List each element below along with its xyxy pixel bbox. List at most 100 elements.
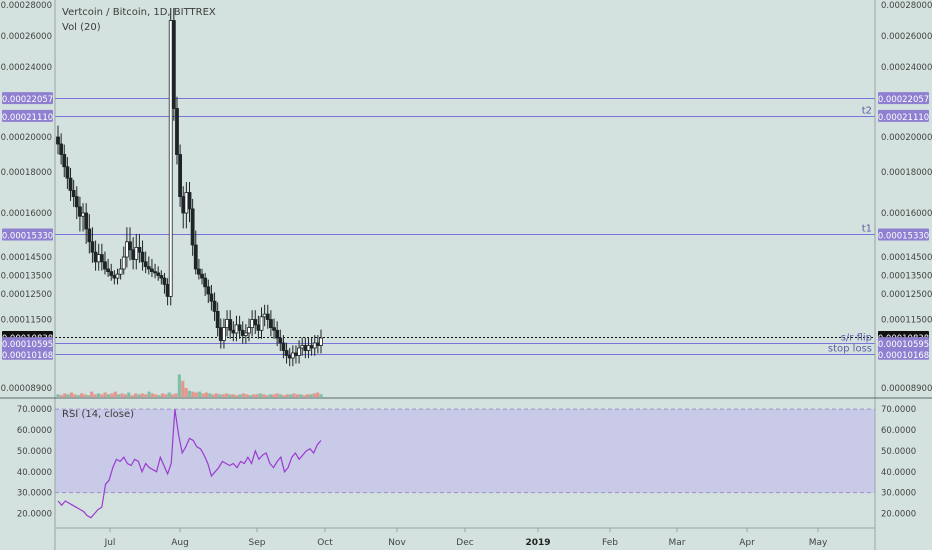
candle-body [84,212,89,230]
price-tag-right-text: 0.00021110 [878,113,929,123]
candle-body [96,254,101,263]
volume-bar [238,394,242,397]
candle-body [131,249,136,260]
candle-body [184,192,189,214]
volume-bar [262,394,266,397]
candle-body [300,345,305,349]
price-tag-left-text: 0.00021110 [2,113,53,123]
volume-bar [235,395,239,397]
candle-body [247,327,251,334]
rsi-tick-right: 40.0000 [881,468,916,478]
volume-bar [154,394,158,397]
price-tag-left [2,347,53,360]
volume-bar [265,395,269,397]
candle-body [106,268,110,272]
y-tick-left: 0.00020000 [1,133,52,143]
candle-body [193,244,198,270]
candle-body [124,241,129,258]
candle-body [62,154,67,168]
candle-body [190,208,195,246]
y-tick-left: 0.00011500 [1,316,52,326]
candle-body [71,190,76,197]
y-tick-left: 0.00012500 [1,290,52,300]
volume-bar [174,393,178,397]
volume-bar [295,394,299,397]
candle-body [175,108,179,155]
x-tick-label: Dec [456,538,473,548]
price-tag-right-text: 0.00010595 [878,340,929,350]
volume-bar [231,394,235,397]
rsi-tick-left: 20.0000 [17,510,52,520]
volume-bar [130,395,134,397]
x-tick-label: Mar [669,538,686,548]
candle-body [65,166,70,179]
volume-bar [299,394,303,397]
y-tick-right: 0.00016000 [881,209,932,219]
volume-bar [278,394,283,397]
y-tick-right: 0.00026000 [881,32,932,42]
volume-bar [245,394,249,397]
volume-bar [305,394,310,397]
volume-bar [198,391,202,397]
x-tick-label: Jul [104,538,116,548]
y-tick-right: 0.00008900 [881,384,932,394]
volume-bar [93,394,97,397]
volume-bar [110,393,114,397]
volume-bar [177,374,181,397]
candle-body [59,143,64,155]
candle-body [222,327,226,341]
volume-bar [201,393,205,397]
y-tick-right: 0.00024000 [881,63,932,73]
volume-bar [83,394,87,397]
volume-bar [76,395,80,397]
y-tick-right: 0.00020000 [881,133,932,143]
volume-bar [140,393,144,397]
price-tag-right [878,228,929,241]
volume-bar [309,394,313,397]
volume-bar [211,394,215,397]
candle-body [306,345,311,351]
volume-bar [221,394,225,397]
candle-body [187,192,192,210]
y-tick-left: 0.00016000 [1,209,52,219]
candle-body [278,337,283,344]
volume-bar [289,394,293,397]
candle-body [156,272,161,276]
price-tag-left-text: 0.00022057 [2,95,53,105]
volume-bar [120,393,124,397]
volume-bar [117,394,121,397]
candles [56,7,323,367]
candle-body [275,329,280,339]
volume-bar [285,394,289,397]
volume-bar [316,392,320,397]
rsi-tick-right: 70.0000 [881,405,916,415]
candle-body [134,246,139,260]
candle-body [143,261,148,267]
volume-bar [167,392,171,397]
candle-body [262,313,267,318]
candle-body [203,277,208,288]
y-tick-left: 0.00008900 [1,384,52,394]
price-tag-right [878,92,929,105]
price-tag-left-text: 0.00015330 [2,231,53,241]
rsi-tick-right: 50.0000 [881,447,916,457]
volume-bar [127,392,131,397]
candle-body [137,246,142,253]
volume-bar [228,394,232,397]
volume-bar [191,391,195,397]
candle-body [243,332,248,336]
y-tick-right: 0.00014500 [881,253,932,263]
y-tick-right: 0.00011500 [881,316,932,326]
candle-body [228,319,233,331]
volume-bar [302,395,306,397]
candle-body [240,329,245,336]
candle-body [115,273,120,279]
candle-body [181,196,186,214]
y-tick-left: 0.00018000 [1,168,52,178]
candle-body [118,268,123,275]
candle-body [93,251,98,263]
